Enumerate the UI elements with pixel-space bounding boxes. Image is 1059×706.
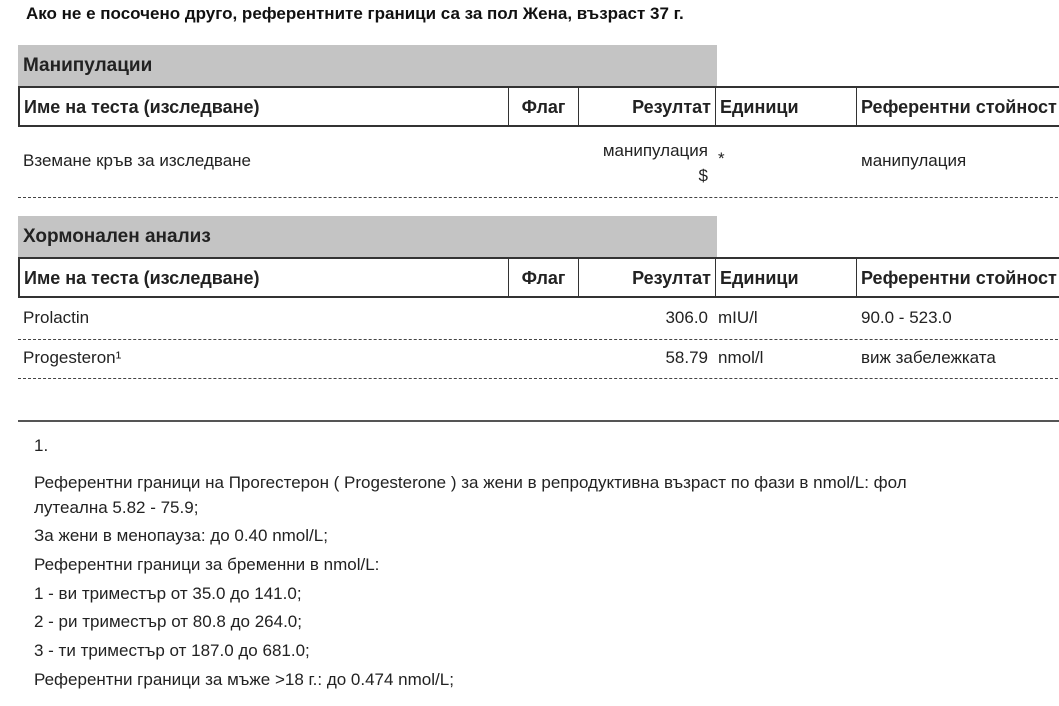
col-name: Име на теста (изследване) <box>20 259 509 296</box>
result: манипулация $ <box>577 127 714 197</box>
footnote-line: За жени в менопауза: до 0.40 nmol/L; <box>34 526 328 545</box>
col-units: Единици <box>716 88 857 125</box>
footnote-divider <box>18 420 1059 422</box>
test-name: Prolactin <box>23 308 90 327</box>
footnote-line: Референтни граници за мъже >18 г.: до 0.… <box>34 670 454 689</box>
table-header: Име на теста (изследване) Флаг Резултат … <box>18 257 1059 298</box>
table-row: Progesteron¹ 58.79 nmol/l виж забележкат… <box>18 340 1059 379</box>
reference-note: Ако не е посочено друго, референтните гр… <box>26 4 684 23</box>
footnote-line: 2 - ри триместър от 80.8 до 264.0; <box>34 612 302 631</box>
test-name: Progesteron¹ <box>23 348 122 367</box>
col-reference: Референтни стойност <box>861 268 1057 288</box>
footnote-line: 3 - ти триместър от 187.0 до 681.0; <box>34 641 310 660</box>
result: 58.79 <box>665 348 708 367</box>
flag <box>507 298 577 339</box>
footnote-line: Референтни граници на Прогестерон ( Prog… <box>34 473 907 492</box>
footnote-line: лутеална 5.82 - 75.9; <box>34 498 199 517</box>
col-flag: Флаг <box>509 259 579 296</box>
section-title-hormonal: Хормонален анализ <box>18 216 717 257</box>
units: nmol/l <box>718 348 764 367</box>
reference: 90.0 - 523.0 <box>861 308 952 327</box>
result-suffix: $ <box>698 166 708 185</box>
footnote-number: 1. <box>34 436 49 455</box>
units: * <box>718 149 725 168</box>
result-value: манипулация <box>602 141 708 160</box>
result: 306.0 <box>665 308 708 327</box>
flag <box>507 340 577 378</box>
test-name: Вземане кръв за изследване <box>23 151 252 170</box>
flag <box>507 127 577 197</box>
reference: виж забележката <box>861 348 996 367</box>
col-name: Име на теста (изследване) <box>20 88 509 125</box>
col-flag: Флаг <box>509 88 579 125</box>
reference: манипулация <box>861 151 967 170</box>
table-row: Prolactin 306.0 mIU/l 90.0 - 523.0 <box>18 298 1059 340</box>
col-reference: Референтни стойност <box>861 97 1057 117</box>
col-result: Резултат <box>579 88 716 125</box>
table-row: Вземане кръв за изследване манипулация $ … <box>18 127 1059 198</box>
table-header: Име на теста (изследване) Флаг Резултат … <box>18 86 1059 127</box>
col-units: Единици <box>716 259 857 296</box>
col-result: Резултат <box>579 259 716 296</box>
section-title-manipulations: Манипулации <box>18 45 717 86</box>
footnote-line: Референтни граници за бременни в nmol/L: <box>34 555 380 574</box>
units: mIU/l <box>718 308 758 327</box>
footnote-line: 1 - ви триместър от 35.0 до 141.0; <box>34 584 302 603</box>
